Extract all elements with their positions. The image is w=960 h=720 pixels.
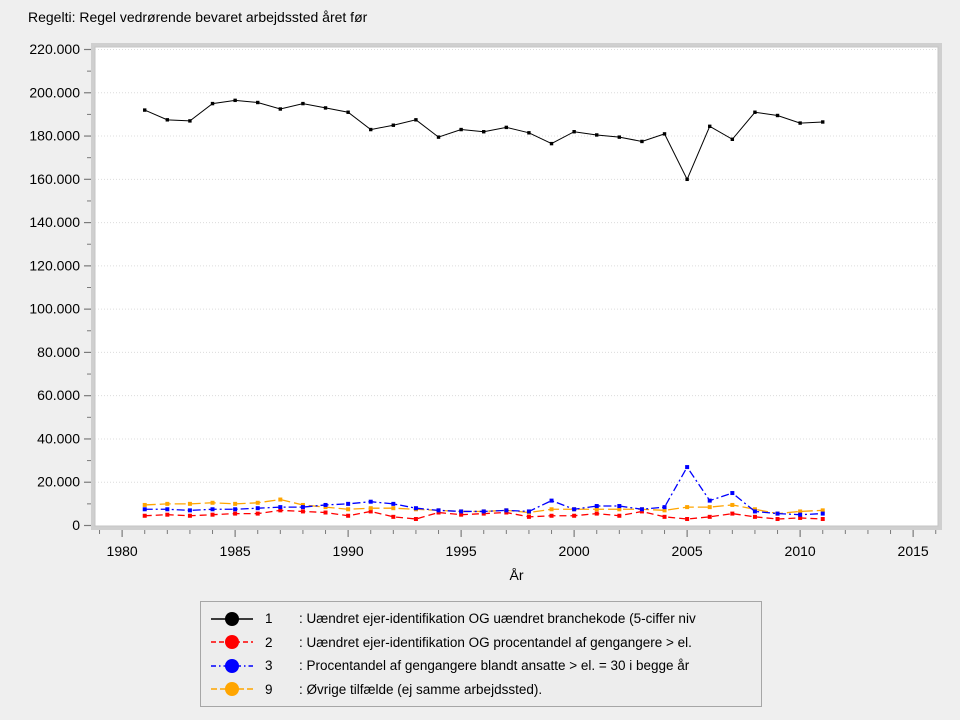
svg-text:1990: 1990 [333,543,364,559]
svg-text:80.000: 80.000 [37,344,80,360]
x-axis-label: År [510,567,524,583]
chart-canvas: 0 20.000 40.000 60.000 80.000 100.000 120.000 1… [29,41,942,583]
legend-series-number: 9 [265,681,273,697]
svg-text:200.000: 200.000 [29,84,80,100]
legend-item-1: 1 : Uændret ejer-identifikation OG uændr… [209,607,753,631]
svg-text:2015: 2015 [898,543,929,559]
legend-item-3: 3 : Procentandel af gengangere blandt an… [209,654,753,678]
series-2-marker-icon [209,633,255,651]
legend-series-number: 1 [265,611,273,627]
svg-text:140.000: 140.000 [29,214,80,230]
legend-series-label: : Uændret ejer-identifikation OG uændret… [299,611,696,627]
series-3-marker-icon [209,657,255,675]
chart-title: Regelti: Regel vedrørende bevaret arbejd… [28,9,368,25]
svg-text:160.000: 160.000 [29,171,80,187]
legend-series-label: : Uændret ejer-identifikation OG procent… [299,634,692,650]
svg-text:1980: 1980 [107,543,138,559]
svg-text:2010: 2010 [785,543,816,559]
svg-text:2005: 2005 [672,543,703,559]
legend: 1 : Uændret ejer-identifikation OG uændr… [200,601,762,707]
svg-text:120.000: 120.000 [29,257,80,273]
svg-text:1995: 1995 [446,543,477,559]
svg-text:40.000: 40.000 [37,430,80,446]
svg-text:0: 0 [72,517,80,533]
svg-text:60.000: 60.000 [37,387,80,403]
legend-series-number: 3 [265,658,273,674]
legend-series-label: : Øvrige tilfælde (ej samme arbejdssted)… [299,681,543,697]
legend-item-9: 9 : Øvrige tilfælde (ej samme arbejdsste… [209,678,753,702]
legend-series-label: : Procentandel af gengangere blandt ansa… [299,658,690,674]
legend-series-number: 2 [265,634,273,650]
series-1-marker-icon [209,610,255,628]
svg-text:1985: 1985 [220,543,251,559]
svg-text:180.000: 180.000 [29,128,80,144]
svg-text:20.000: 20.000 [37,474,80,490]
svg-text:2000: 2000 [559,543,590,559]
series-9-marker-icon [209,680,255,698]
svg-text:100.000: 100.000 [29,301,80,317]
svg-text:220.000: 220.000 [29,41,80,57]
legend-item-2: 2 : Uændret ejer-identifikation OG proce… [209,631,753,655]
